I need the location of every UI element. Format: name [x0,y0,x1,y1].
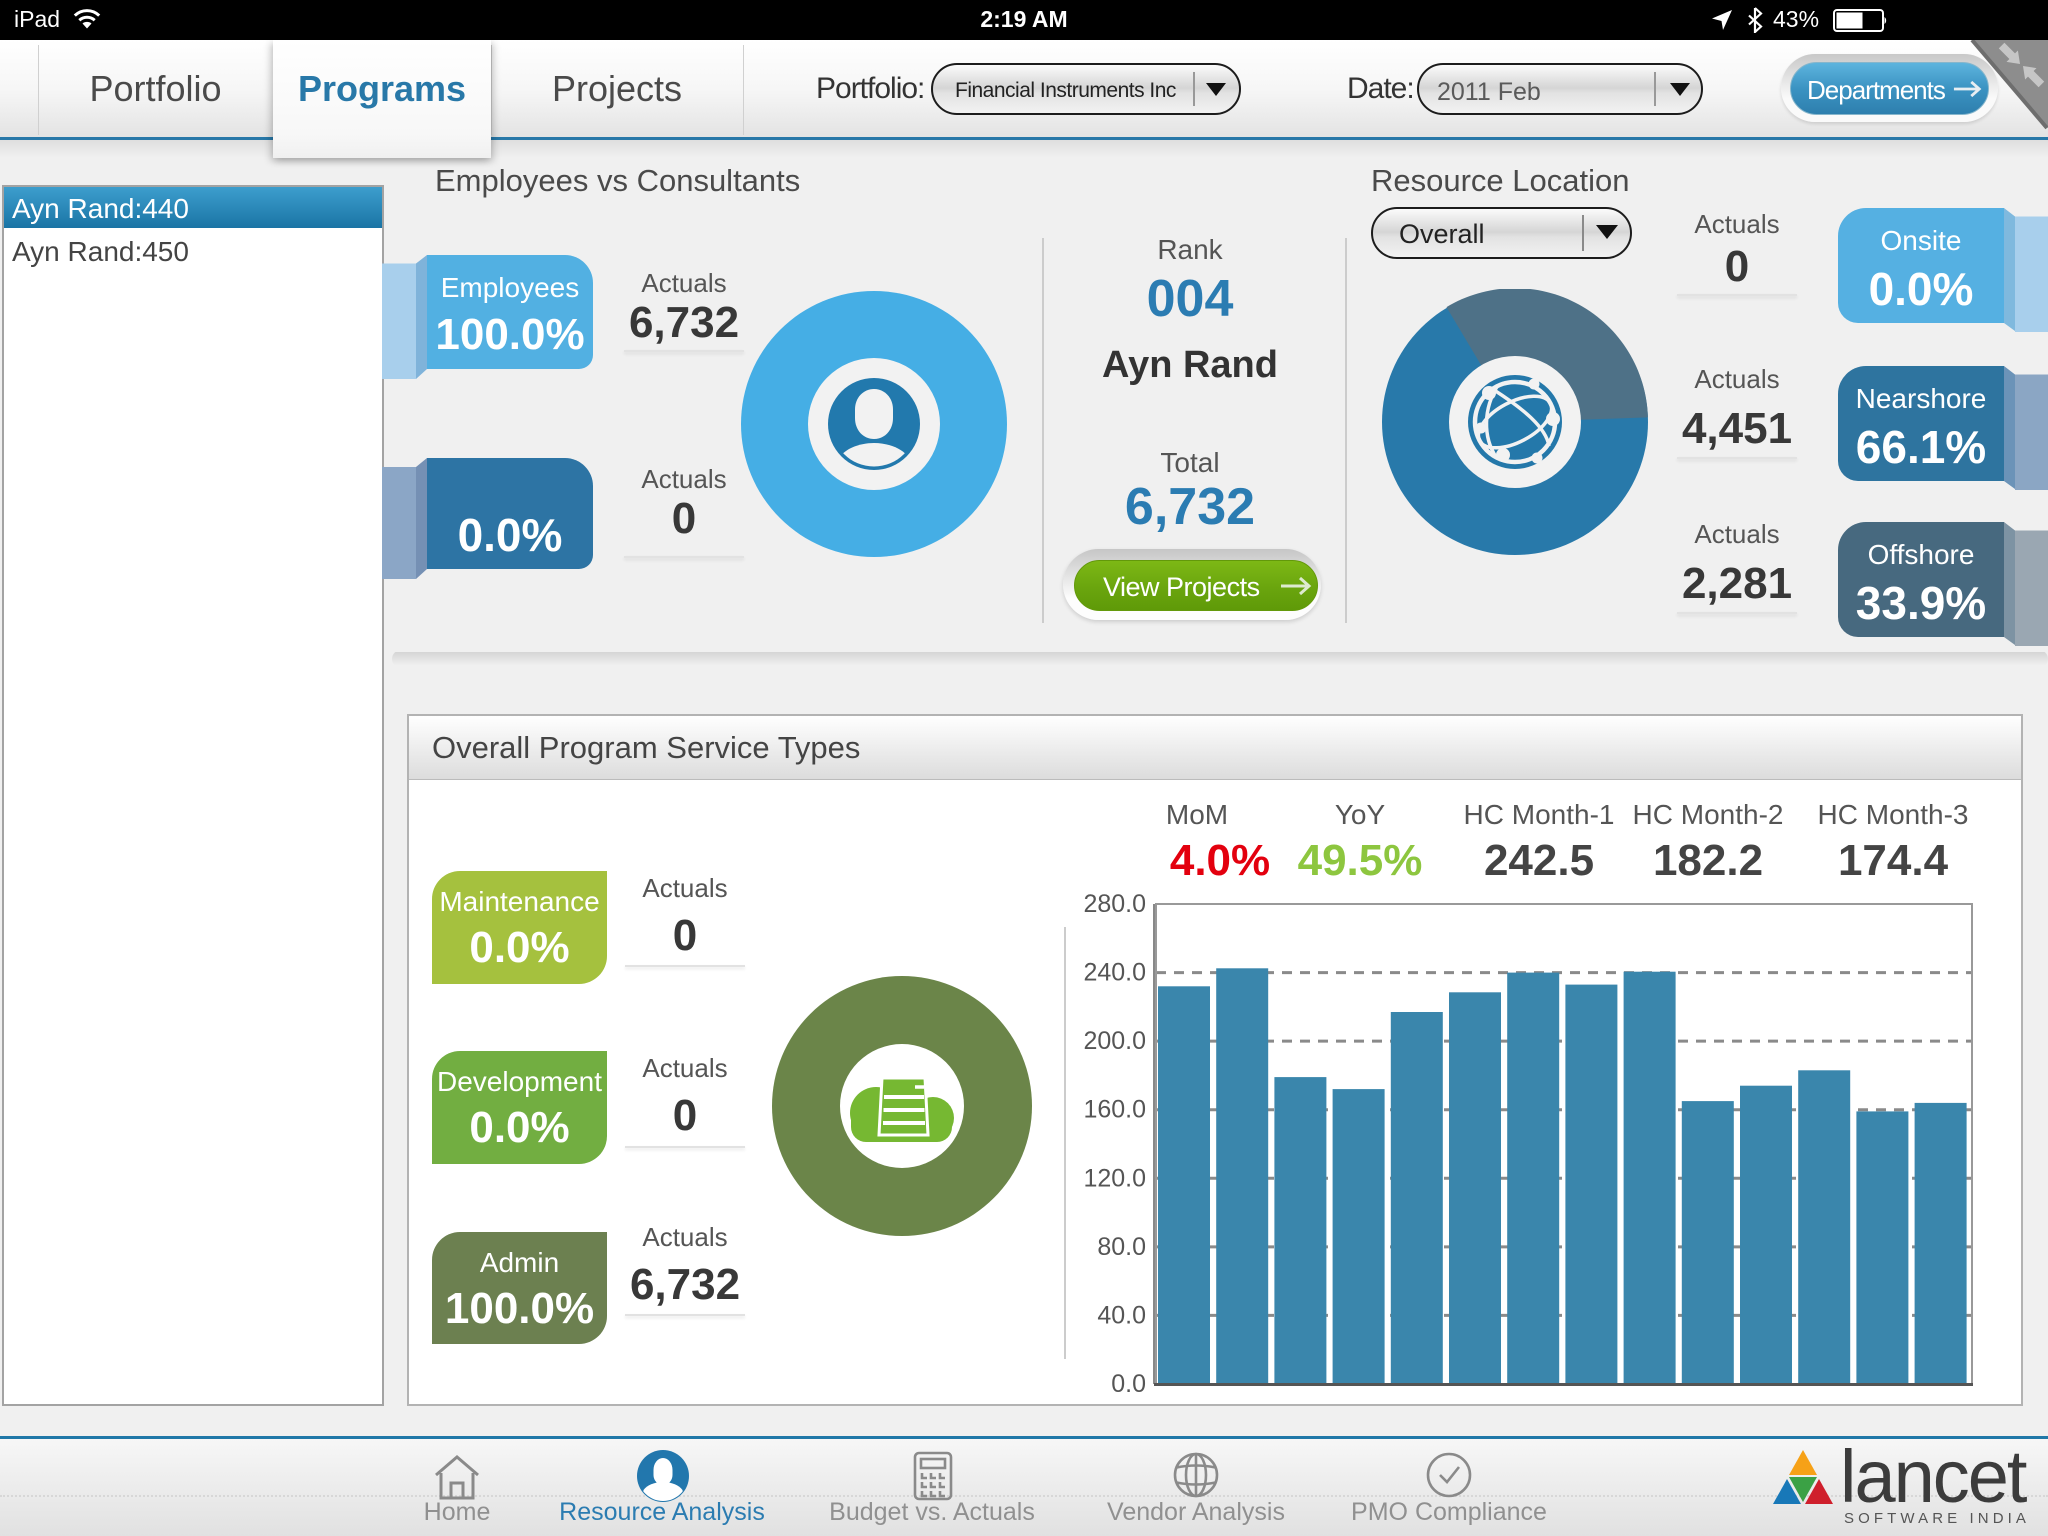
svg-text:40.0: 40.0 [1097,1301,1146,1329]
svg-text:240.0: 240.0 [1083,959,1146,987]
svg-text:120.0: 120.0 [1083,1164,1146,1192]
svg-text:80.0: 80.0 [1097,1233,1146,1261]
svg-text:0.0: 0.0 [1111,1370,1146,1398]
svg-text:280.0: 280.0 [1083,890,1146,918]
svg-text:200.0: 200.0 [1083,1027,1146,1055]
svg-text:160.0: 160.0 [1083,1096,1146,1124]
